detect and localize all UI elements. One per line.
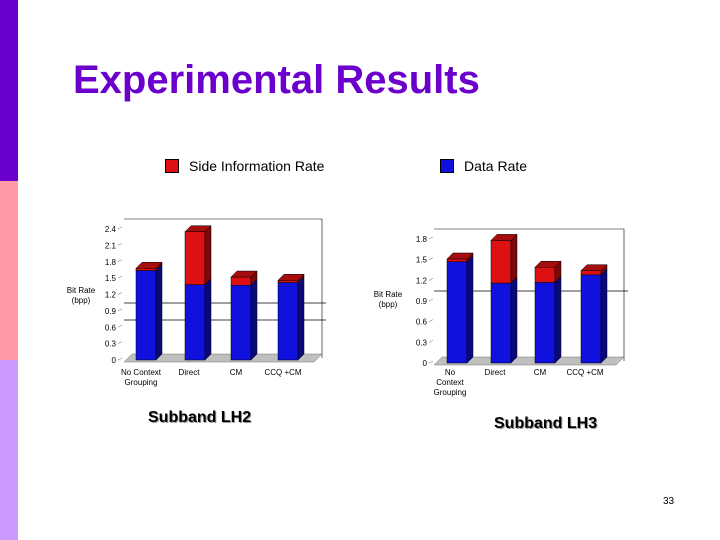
chart-lh2-y-tick-label: 2.4 [105,225,117,234]
accent-strip-bottom [0,360,18,540]
chart-lh3-bar-data-rate [490,282,512,364]
chart-lh3-bar-top [490,234,518,241]
chart-lh3-y-tick-label: 0.6 [416,318,428,327]
chart-lh3-bar-top [446,252,474,260]
chart-lh3-y-tick [428,236,434,240]
chart-lh3-bar-data-rate-side [510,276,518,364]
chart-lh3-bar-data-rate [446,261,468,364]
chart-lh3-bar-data-rate [534,282,556,364]
accent-strip-middle [0,181,18,360]
chart-lh3-category-label: Context [436,378,464,387]
chart-lh2-category-label: Grouping [125,378,158,387]
chart-lh2-y-tick [117,226,123,230]
chart-lh3-bar-data-rate-side [600,268,608,364]
chart-lh3-y-tick [428,298,434,302]
chart-lh2-y-tick-label: 0.9 [105,307,117,316]
chart-lh3-bar-data-rate-side [466,255,474,364]
chart-lh3-y-tick [428,319,434,322]
chart-lh3-bar-data-rate-side [554,275,562,364]
chart-lh3-bar-top [534,260,562,268]
chart-lh2-y-tick-label: 1.5 [105,274,117,283]
chart-lh3-bar-side-info [534,266,556,283]
chart-lh3-y-tick-label: 1.8 [416,235,428,244]
chart-lh3-category-label: No [445,368,456,377]
chart-lh2-y-tick-label: 0 [112,356,117,365]
chart-lh2-frame [124,218,323,358]
chart-lh3-ylabel-unit: (bpp) [379,300,398,309]
chart-lh3-y-tick-label: 1.2 [416,276,428,285]
chart-lh3-bar-top [580,264,608,271]
chart-lh3-bar-side-info [446,258,468,262]
chart-lh3-y-tick [428,278,434,281]
chart-lh2-bar-top [135,262,163,269]
chart-lh3-y-tick-label: 1.5 [416,256,428,265]
legend-data-rate: Data Rate [440,156,527,176]
legend-data-rate-swatch [440,159,454,173]
chart-lh2-subtitle: Subband LH2 [148,409,252,426]
chart-lh3-bar-side-info-side [510,233,518,284]
legend-side-info-label: Side Information Rate [189,158,325,174]
chart-lh3-y-tick [428,340,434,343]
chart-lh3-category-label: Direct [485,368,507,377]
chart-lh3-category-label: Grouping [434,388,467,397]
chart-lh2-y-tick [117,308,123,312]
chart-lh3-floor [433,356,625,366]
chart-lh3-category-label: CCQ +CM [566,368,603,377]
chart-lh2-category-label: No Context [121,368,162,377]
chart-lh2-y-tick-label: 2.1 [105,241,117,250]
chart-lh2-y-tick-label: 1.8 [105,258,117,267]
chart-lh2-ylabel-unit: (bpp) [72,296,91,305]
page-number: 33 [663,496,675,507]
chart-lh2-y-tick [117,325,123,328]
chart-lh3-bar-side-info [490,240,512,284]
chart-lh2-category-label: CCQ +CM [264,368,301,377]
chart-lh3-frame [434,228,625,361]
chart-lh2-y-tick-label: 0.6 [105,323,117,332]
chart-lh2-y-tick-label: 1.2 [105,291,117,300]
chart-lh2-y-tick [117,292,123,295]
legend-data-rate-label: Data Rate [464,158,528,174]
chart-lh2-bar-top [230,270,258,278]
chart-lh2-y-tick [117,259,123,262]
chart-lh3-bar-data-rate [580,274,602,364]
chart-lh2-y-tick-label: 0.3 [105,340,117,349]
chart-lh3-y-tick [428,360,434,364]
chart-lh2-floor [123,353,323,363]
chart-lh3-category-label: CM [534,368,547,377]
slide-title: Experimental Results [73,58,480,102]
chart-lh2-y-tick [117,275,123,279]
chart-lh2-y-tick [117,357,123,361]
chart-lh2-category-label: Direct [179,368,201,377]
legend-side-info: Side Information Rate [165,156,324,176]
chart-lh3-y-tick-label: 0 [423,359,428,368]
chart-lh3-y-tick-label: 0.9 [416,297,428,306]
chart-lh3-y-tick [428,257,434,260]
chart-lh2-bar-top [277,274,305,281]
chart-lh2-y-tick [117,243,123,246]
legend-side-info-swatch [165,159,179,173]
chart-lh3-bar-side-info [580,270,602,276]
chart-lh3-ylabel: Bit Rate [374,290,403,299]
chart-lh2-y-tick [117,341,123,344]
chart-lh3-subtitle: Subband LH3 [494,415,598,432]
chart-lh2-ylabel: Bit Rate [67,286,96,295]
chart-lh2-category-label: CM [230,368,243,377]
chart-lh2-bar-top [184,225,212,232]
accent-strip-top [0,0,18,181]
chart-lh3-y-tick-label: 0.3 [416,338,428,347]
